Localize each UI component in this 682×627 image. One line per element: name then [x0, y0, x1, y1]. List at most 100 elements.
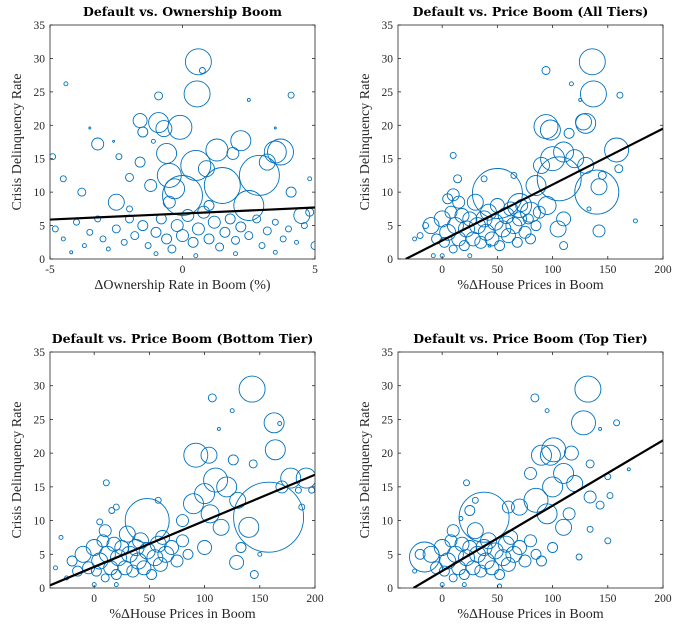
data-point — [126, 205, 133, 213]
data-point — [525, 175, 547, 196]
data-point — [229, 408, 235, 414]
data-point — [58, 534, 64, 540]
data-point — [176, 229, 189, 243]
data-point — [494, 240, 506, 252]
y-tick-label: 20 — [34, 120, 46, 132]
data-point — [137, 126, 149, 138]
data-point — [120, 238, 128, 246]
data-point — [118, 525, 136, 543]
y-tick-label: 0 — [387, 583, 393, 595]
data-point — [233, 481, 305, 553]
x-tick-label: 200 — [654, 593, 672, 605]
data-point — [463, 479, 470, 487]
data-point — [511, 498, 528, 516]
x-tick-label: 50 — [144, 593, 156, 605]
data-point — [592, 224, 606, 238]
y-tick-label: 5 — [39, 549, 45, 561]
data-point — [231, 235, 240, 245]
data-point — [150, 226, 162, 238]
y-tick-label: 25 — [382, 414, 394, 426]
data-point — [207, 393, 217, 403]
data-point — [280, 467, 302, 489]
data-point — [216, 476, 238, 498]
data-point — [533, 156, 550, 174]
data-point — [154, 496, 162, 504]
x-tick-label: 50 — [492, 593, 504, 605]
data-point — [233, 251, 238, 257]
y-tick-label: 15 — [382, 154, 394, 166]
data-point — [91, 137, 105, 151]
data-point — [215, 242, 225, 252]
data-point — [246, 97, 251, 102]
data-point — [197, 160, 215, 178]
data-point — [176, 514, 189, 528]
data-point — [512, 540, 527, 555]
data-point — [563, 445, 579, 461]
y-axis-label: Crisis Delinquency Rate — [358, 74, 373, 211]
data-point — [187, 236, 199, 248]
data-point — [263, 412, 285, 434]
data-point — [154, 91, 164, 101]
y-tick-label: 35 — [382, 20, 394, 32]
data-point — [422, 222, 430, 230]
chart-title: Default vs. Ownership Boom — [83, 4, 282, 19]
data-point — [81, 243, 87, 249]
data-point — [162, 175, 203, 216]
data-point — [511, 236, 523, 248]
data-point — [252, 214, 262, 224]
data-point — [77, 187, 87, 197]
data-point — [69, 250, 74, 255]
data-point — [458, 516, 464, 521]
data-point — [448, 244, 458, 254]
y-tick-label: 0 — [387, 254, 393, 266]
data-point — [86, 228, 94, 236]
data-point — [100, 573, 110, 583]
data-point — [531, 444, 552, 466]
data-point — [448, 573, 458, 583]
data-point — [444, 534, 458, 548]
data-point — [200, 446, 218, 464]
data-point — [586, 525, 594, 533]
data-point — [518, 554, 532, 568]
scatter-panel-2: 0 50 100 150 200 0 5 10 15 20 25 30 35 Default vs. Pr… — [358, 4, 672, 293]
data-point — [161, 233, 173, 245]
y-tick-label: 30 — [382, 53, 394, 65]
data-point — [536, 555, 547, 567]
data-point — [453, 174, 463, 184]
data-point — [226, 146, 240, 160]
x-tick-label: 100 — [544, 264, 562, 276]
data-point — [193, 253, 199, 259]
chart-title: Default vs. Price Boom (Top Tier) — [413, 331, 647, 346]
y-tick-label: 0 — [39, 583, 45, 595]
data-point — [244, 231, 254, 241]
data-point — [583, 490, 597, 504]
data-point — [597, 170, 607, 180]
data-point — [110, 569, 122, 580]
data-point — [181, 209, 195, 222]
data-point — [464, 505, 476, 516]
x-axis-label: %ΔHouse Prices in Boom — [109, 607, 255, 622]
data-point — [530, 393, 540, 403]
y-tick-label: 30 — [34, 381, 46, 393]
data-point — [480, 175, 488, 183]
data-point — [51, 225, 59, 233]
data-point — [461, 582, 467, 588]
data-point — [310, 241, 315, 251]
data-point — [632, 218, 638, 224]
axes-box — [49, 351, 316, 589]
data-point — [549, 220, 567, 238]
data-point — [105, 246, 111, 252]
data-point — [229, 491, 247, 509]
regression-line — [412, 439, 663, 588]
x-tick-label: 150 — [599, 593, 617, 605]
plot-area — [398, 25, 663, 259]
data-point — [556, 211, 572, 227]
data-point — [422, 217, 440, 235]
data-point — [227, 454, 239, 466]
data-point — [167, 114, 193, 140]
data-point — [574, 375, 602, 403]
data-point — [203, 233, 215, 245]
data-point — [480, 532, 497, 550]
data-point — [113, 582, 119, 588]
y-tick-label: 20 — [382, 448, 394, 460]
